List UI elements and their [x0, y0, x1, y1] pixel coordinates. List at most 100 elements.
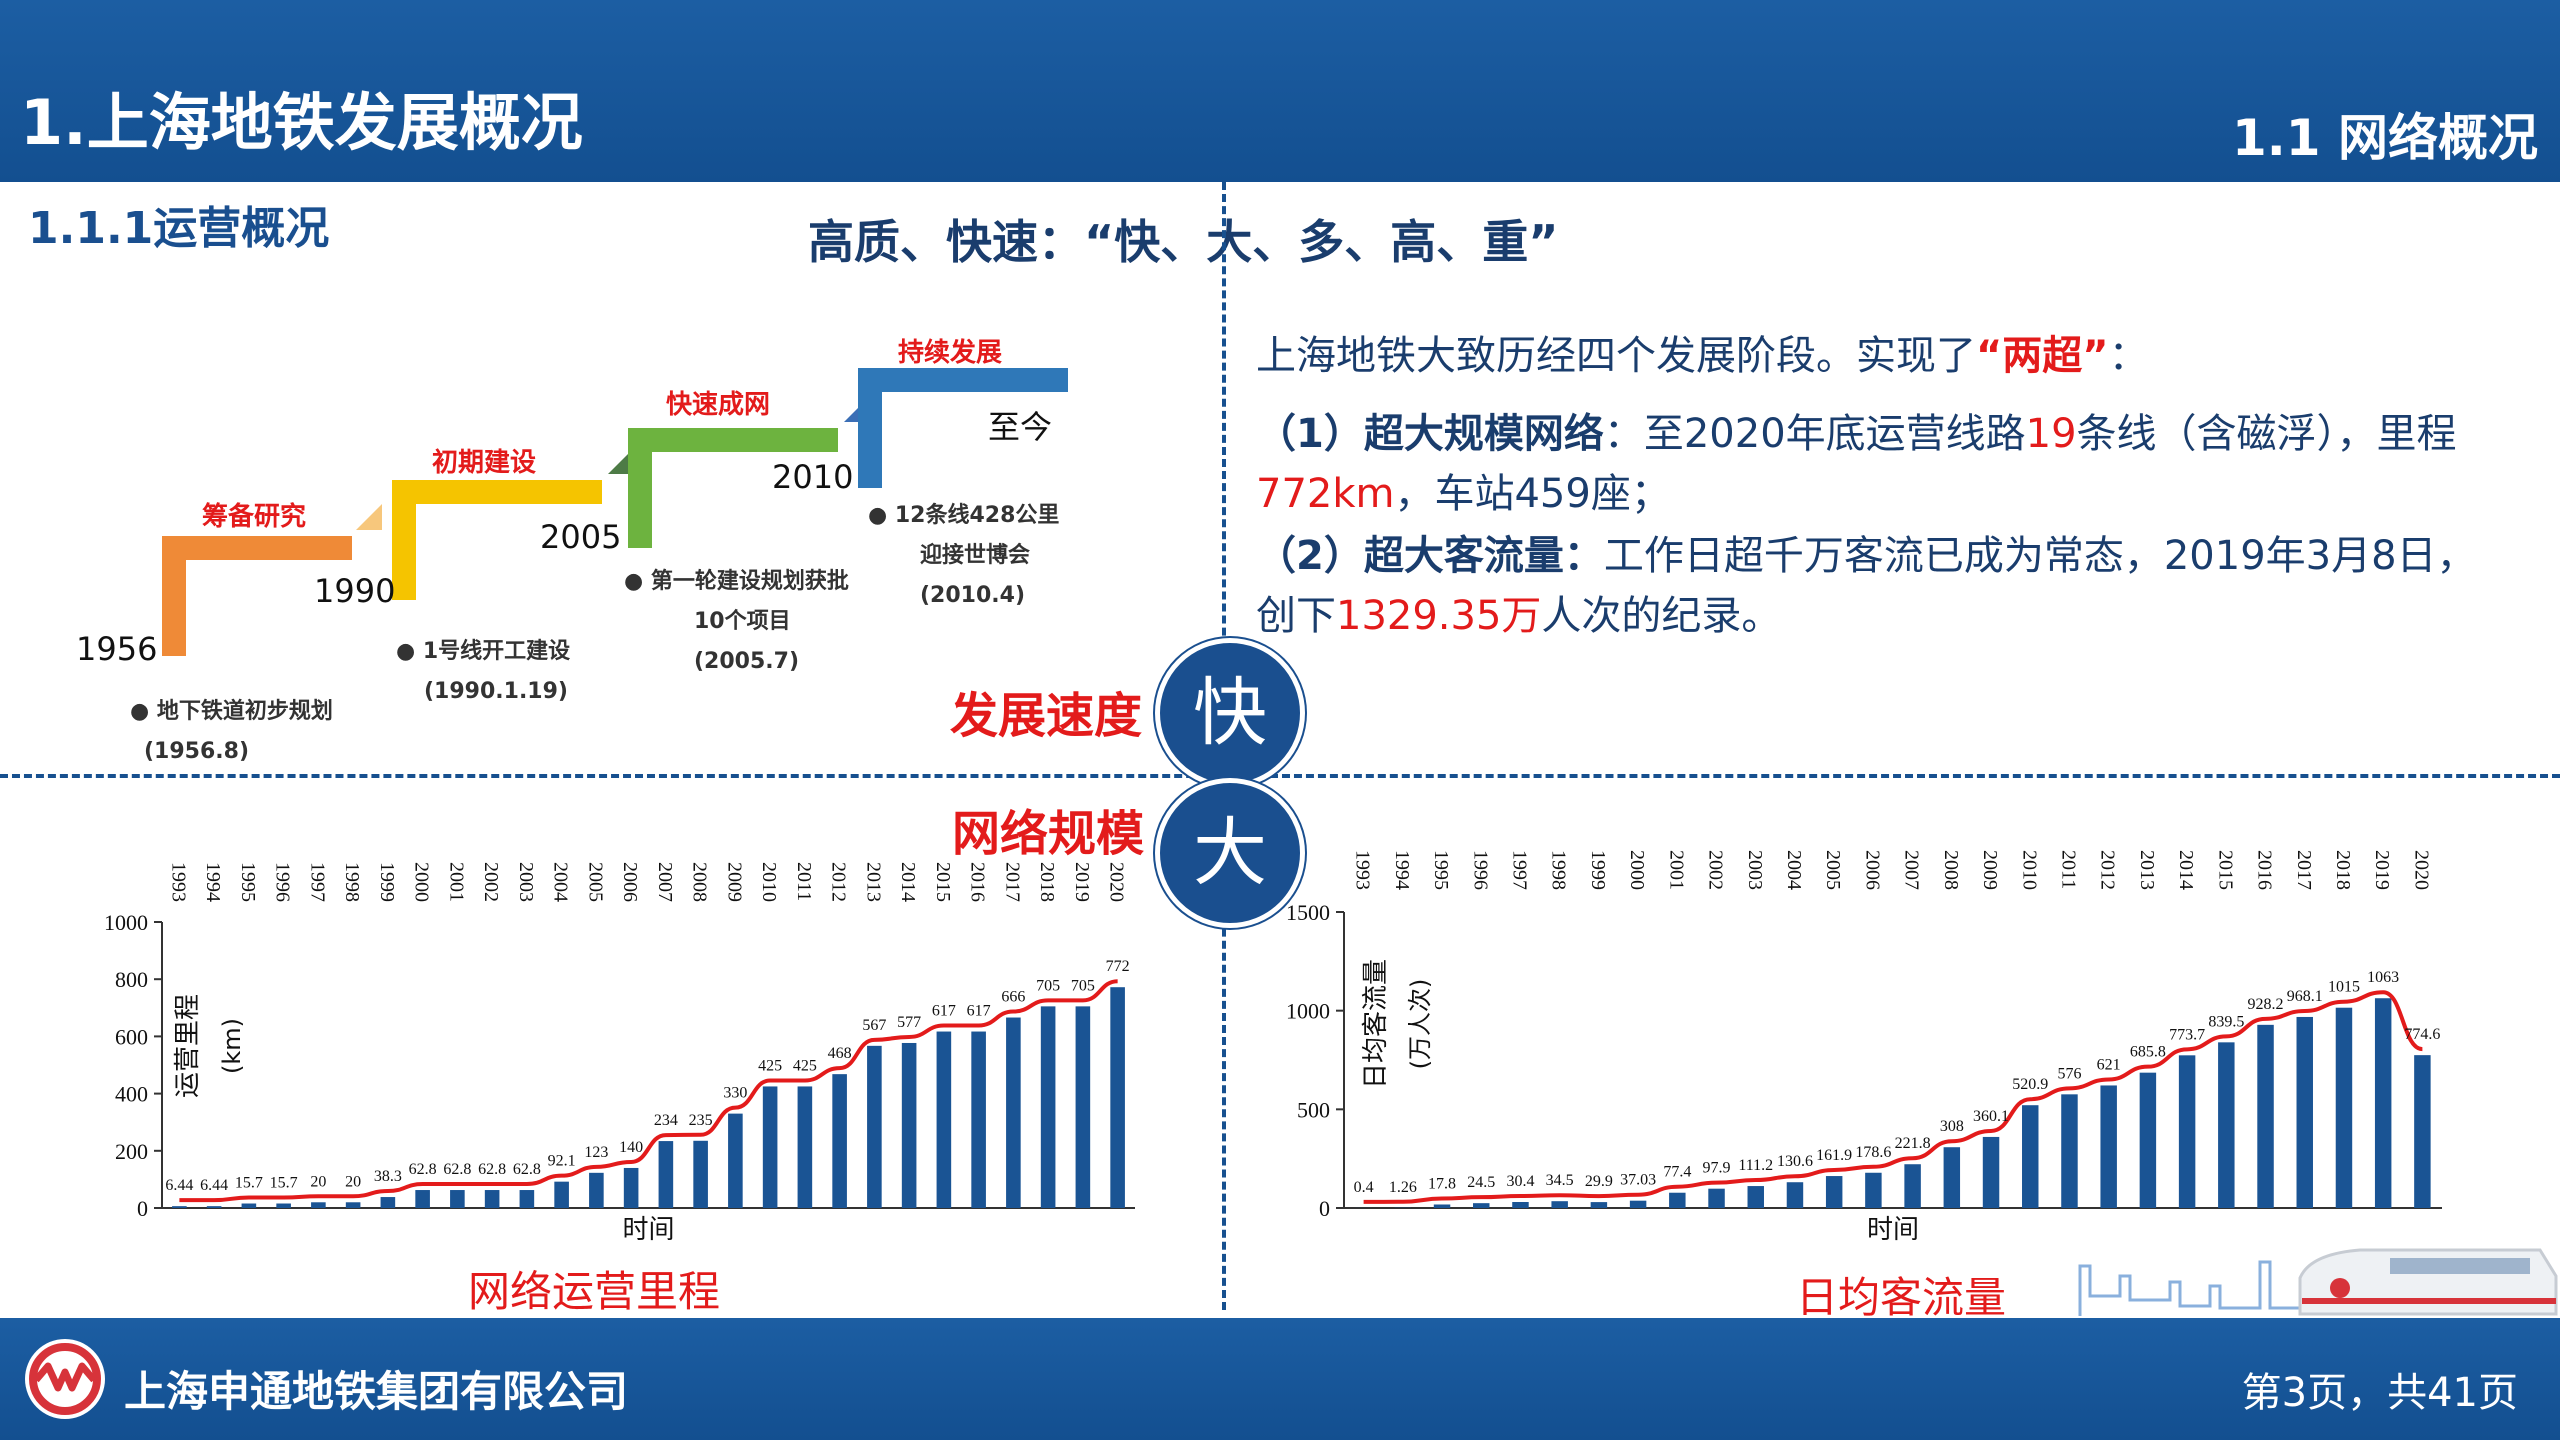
x-category-label: 2000 — [411, 862, 433, 902]
data-label: 666 — [1001, 989, 1025, 1006]
y-tick-label: 0 — [1319, 1196, 1330, 1221]
data-label: 705 — [1071, 977, 1095, 994]
note-line: ● 1号线开工建设 — [396, 639, 571, 664]
note-line: (2010.4) — [920, 583, 1026, 608]
data-label: 37.03 — [1620, 1172, 1656, 1189]
x-category-label: 2012 — [2097, 850, 2119, 890]
x-category-label: 2005 — [1822, 850, 1844, 890]
note-line: 迎接世博会 — [920, 543, 1031, 568]
x-category-label: 1995 — [237, 862, 259, 902]
x-category-label: 2008 — [689, 862, 711, 902]
point-1-text-b: 条线（含磁浮），里程 — [2076, 411, 2457, 457]
data-label: 15.7 — [270, 1175, 298, 1192]
data-label: 6.44 — [200, 1177, 228, 1194]
horizontal-divider — [0, 774, 2560, 778]
daily-ridership-chart: 0 500 1000 1500 1993 1994 1995 1996 1997 1998 1999… — [1286, 850, 2442, 1245]
intro-text: 上海地铁大致历经四个发展阶段。实现了“两超”： — [1256, 326, 2526, 386]
data-label: 34.5 — [1546, 1172, 1574, 1189]
step-post-4 — [858, 368, 882, 488]
bar — [172, 1206, 187, 1208]
y-tick-label: 1000 — [104, 910, 148, 935]
x-category-label: 2018 — [1036, 862, 1058, 902]
bar — [2257, 1024, 2274, 1208]
bar — [276, 1203, 291, 1208]
speed-badge: 快 — [1155, 638, 1305, 788]
x-category-label: 1999 — [1587, 850, 1609, 890]
x-axis-title: 时间 — [1867, 1215, 1919, 1245]
data-label: 62.8 — [443, 1161, 471, 1178]
x-category-label: 2020 — [1106, 862, 1128, 902]
x-category-label: 2019 — [1071, 862, 1093, 902]
bar — [1433, 1204, 1451, 1208]
bar — [2218, 1042, 2235, 1208]
bar — [1110, 987, 1125, 1208]
data-label: 130.6 — [1777, 1153, 1813, 1170]
stage-name-4: 持续发展 — [898, 338, 1003, 368]
bar — [901, 1042, 917, 1208]
x-category-label: 2004 — [1783, 850, 1805, 890]
note-text: 第一轮建设规划获批 — [650, 569, 849, 594]
bar — [971, 1031, 986, 1208]
x-category-label: 2008 — [1940, 850, 1962, 890]
x-category-label: 2002 — [1705, 850, 1727, 890]
y-axis-title: 日均客流量 — [1361, 959, 1391, 1089]
data-label: 97.9 — [1703, 1160, 1731, 1177]
slogan: 高质、快速：“快、大、多、高、重” — [808, 215, 1559, 269]
trend-line — [179, 979, 1118, 1203]
point-1-label: （1）超大规模网络 — [1256, 411, 1604, 457]
y-tick-label: 800 — [115, 967, 148, 992]
data-label: 20 — [310, 1173, 326, 1190]
point-2-record: 1329.35万 — [1336, 593, 1542, 639]
bar — [623, 1167, 639, 1208]
footer-bar — [0, 1318, 2560, 1440]
data-label: 774.6 — [2404, 1026, 2440, 1043]
x-category-label: 1998 — [341, 862, 363, 902]
x-category-label: 2019 — [2371, 850, 2393, 890]
timeline-end-label: 至今 — [988, 408, 1053, 446]
x-category-label: 2003 — [1744, 850, 1766, 890]
data-label: 685.8 — [2130, 1044, 2166, 1061]
data-label: 520.9 — [2012, 1076, 2048, 1093]
scale-badge: 大 — [1155, 778, 1305, 928]
trend-line — [1363, 990, 2423, 1204]
page-subtitle: 1.1 网络概况 — [2232, 109, 2538, 167]
bar — [2139, 1072, 2157, 1208]
bar — [1551, 1201, 1568, 1208]
note-text: 1号线开工建设 — [422, 639, 571, 664]
data-label: 15.7 — [235, 1175, 263, 1192]
data-label: 62.8 — [513, 1161, 541, 1178]
stage-name-2: 初期建设 — [432, 448, 537, 478]
x-category-label: 2007 — [1901, 850, 1923, 890]
x-category-label: 2009 — [1979, 850, 2001, 890]
data-label: 576 — [2057, 1065, 2081, 1082]
x-category-label: 2000 — [1626, 850, 1648, 890]
data-label: 29.9 — [1585, 1173, 1613, 1190]
bar — [1904, 1164, 1921, 1208]
bar — [241, 1203, 257, 1208]
data-label: 1.26 — [1389, 1179, 1417, 1196]
x-category-label: 2016 — [967, 862, 989, 902]
bar — [1006, 1017, 1021, 1208]
x-category-label: 1998 — [1548, 850, 1570, 890]
note-text: 地下铁道初步规划 — [156, 699, 333, 724]
x-category-label: 2014 — [2175, 850, 2197, 890]
x-category-label: 1993 — [1352, 850, 1374, 890]
stage-name-3: 快速成网 — [666, 390, 771, 420]
x-category-label: 2020 — [2410, 850, 2432, 890]
bar — [1040, 1006, 1056, 1208]
x-category-label: 2004 — [550, 862, 572, 902]
x-category-label: 1994 — [202, 862, 224, 902]
bar — [206, 1206, 222, 1208]
x-category-label: 2001 — [1665, 850, 1687, 890]
data-label: 968.1 — [2287, 988, 2323, 1005]
stage-step-4 — [858, 368, 1068, 488]
data-label: 1015 — [2328, 979, 2360, 996]
point-2-text-a: 工作日超千万客流已成为常态，2019年3月8日，创下 — [1256, 533, 2477, 639]
scale-label: 网络规模 — [952, 806, 1145, 862]
note-line: ● 第一轮建设规划获批 — [624, 569, 849, 594]
chart-2-caption: 日均客流量 — [1796, 1273, 2007, 1322]
bar — [1786, 1182, 1804, 1208]
x-category-label: 1996 — [272, 862, 294, 902]
x-category-label: 2016 — [2254, 850, 2276, 890]
data-label: 20 — [345, 1173, 361, 1190]
